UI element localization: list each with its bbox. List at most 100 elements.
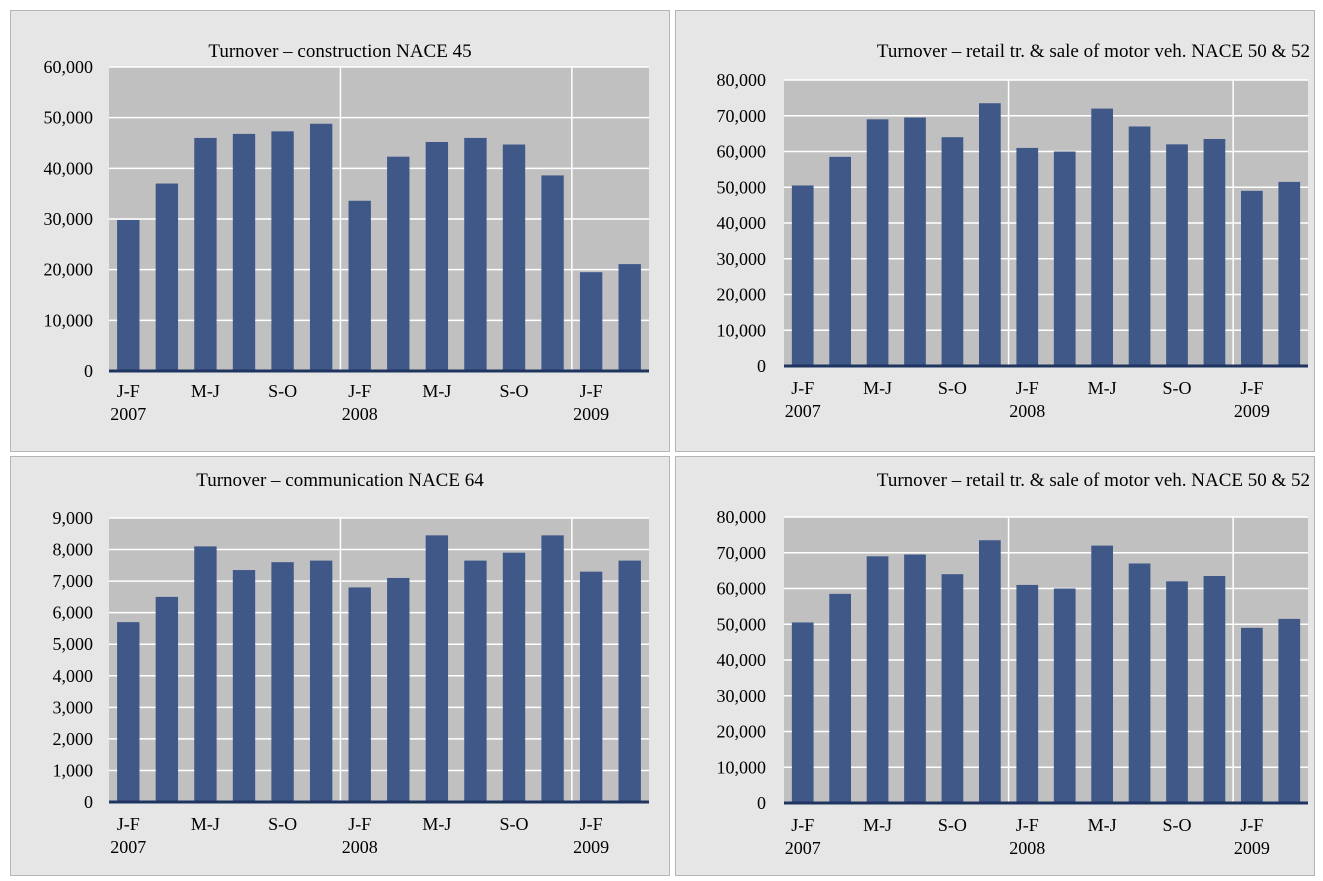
y-tick-label: 4,000 [53, 666, 94, 686]
x-tick-label: S-O [1162, 378, 1191, 398]
y-tick-label: 0 [757, 793, 766, 813]
bar [117, 220, 140, 371]
x-tick-year-label: 2009 [1234, 401, 1270, 421]
x-tick-label: J-F [1240, 378, 1263, 398]
x-tick-year-label: 2007 [785, 838, 821, 858]
bar [1203, 575, 1226, 803]
x-tick-label: M-J [1088, 815, 1117, 835]
bar [941, 137, 964, 366]
x-tick-label: S-O [499, 381, 528, 401]
bar [791, 185, 814, 366]
bar [1091, 108, 1113, 366]
y-tick-label: 80,000 [717, 507, 767, 527]
y-tick-label: 5,000 [53, 634, 94, 654]
y-tick-label: 30,000 [44, 209, 94, 229]
x-tick-label: J-F [1240, 815, 1263, 835]
y-tick-label: 10,000 [717, 320, 767, 340]
y-tick-label: 8,000 [53, 540, 94, 560]
y-tick-label: 30,000 [717, 686, 767, 706]
y-tick-label: 20,000 [717, 285, 767, 305]
x-tick-label: S-O [938, 378, 967, 398]
x-tick-label: M-J [863, 815, 892, 835]
bar [1053, 151, 1076, 366]
y-tick-label: 3,000 [53, 697, 94, 717]
bar [348, 200, 371, 371]
bar [829, 593, 851, 803]
x-tick-label: J-F [1016, 815, 1039, 835]
bar [866, 119, 889, 366]
x-tick-label: J-F [117, 381, 140, 401]
x-tick-label: J-F [580, 814, 603, 834]
bar [1091, 545, 1113, 803]
x-tick-label: M-J [422, 814, 451, 834]
bar [579, 272, 603, 371]
y-tick-label: 20,000 [44, 260, 94, 280]
x-tick-label: S-O [499, 814, 528, 834]
bar [1241, 627, 1263, 803]
y-tick-label: 7,000 [53, 571, 94, 591]
x-tick-label: J-F [791, 815, 814, 835]
bar [387, 156, 410, 371]
x-tick-label: J-F [117, 814, 140, 834]
bar [309, 560, 333, 802]
chart-panel-communication: Turnover – communication NACE 64 0 1,000 2… [10, 456, 670, 876]
bar [194, 546, 217, 802]
bar [866, 556, 889, 803]
y-tick-label: 50,000 [44, 108, 94, 128]
chart-title: Turnover – communication NACE 64 [196, 470, 484, 491]
y-tick-label: 40,000 [717, 650, 767, 670]
bar [1241, 190, 1263, 366]
chart-title: Turnover – retail tr. & sale of motor ve… [876, 470, 1310, 491]
y-tick-label: 0 [84, 361, 93, 381]
x-tick-label: M-J [863, 378, 892, 398]
chart-panel-retail-bottom: Turnover – retail tr. & sale of motor ve… [675, 456, 1315, 876]
y-tick-label: 70,000 [717, 543, 767, 563]
chart-plot: 0 10,000 20,000 30,000 40,000 50,000 60,000 J-F… [44, 57, 649, 424]
bar [791, 622, 814, 803]
chart-plot: 0 10,000 20,000 30,000 40,000 50,000 60,000 70,… [717, 507, 1308, 858]
x-tick-year-label: 2008 [342, 837, 378, 857]
bar [464, 137, 487, 371]
x-tick-label: M-J [1088, 378, 1117, 398]
y-tick-label: 6,000 [53, 603, 94, 623]
y-tick-label: 20,000 [717, 722, 767, 742]
x-tick-label: J-F [580, 381, 603, 401]
x-tick-year-label: 2008 [342, 404, 378, 424]
y-tick-label: 60,000 [44, 57, 94, 77]
bar [829, 156, 851, 366]
bar [232, 133, 256, 371]
bar [232, 570, 256, 802]
x-tick-label: J-F [348, 814, 371, 834]
bar [1203, 138, 1226, 366]
bar [579, 571, 603, 802]
bar [1016, 584, 1039, 803]
y-tick-label: 40,000 [44, 158, 94, 178]
y-tick-label: 50,000 [717, 614, 767, 634]
bar [425, 141, 449, 371]
bar [1278, 618, 1301, 803]
bar [979, 103, 1001, 367]
bar [979, 540, 1001, 803]
y-tick-label: 10,000 [717, 757, 767, 777]
bar [464, 560, 487, 802]
chart-panel-retail-top: Turnover – retail tr. & sale of motor ve… [675, 10, 1315, 452]
x-tick-year-label: 2007 [785, 401, 821, 421]
x-tick-label: S-O [938, 815, 967, 835]
chart-title: Turnover – retail tr. & sale of motor ve… [876, 41, 1310, 62]
bar [309, 123, 333, 371]
x-tick-label: M-J [191, 381, 220, 401]
x-tick-label: M-J [422, 381, 451, 401]
bar [541, 535, 564, 802]
bar [904, 554, 926, 803]
x-tick-label: S-O [1162, 815, 1191, 835]
bar [117, 622, 140, 802]
x-tick-label: J-F [1016, 378, 1039, 398]
x-tick-label: S-O [268, 814, 297, 834]
y-tick-label: 0 [84, 792, 93, 812]
bar [1016, 147, 1039, 366]
bar [425, 535, 449, 802]
x-tick-year-label: 2009 [573, 404, 609, 424]
bar [1128, 126, 1151, 366]
bar [1166, 144, 1188, 366]
y-tick-label: 60,000 [717, 142, 767, 162]
